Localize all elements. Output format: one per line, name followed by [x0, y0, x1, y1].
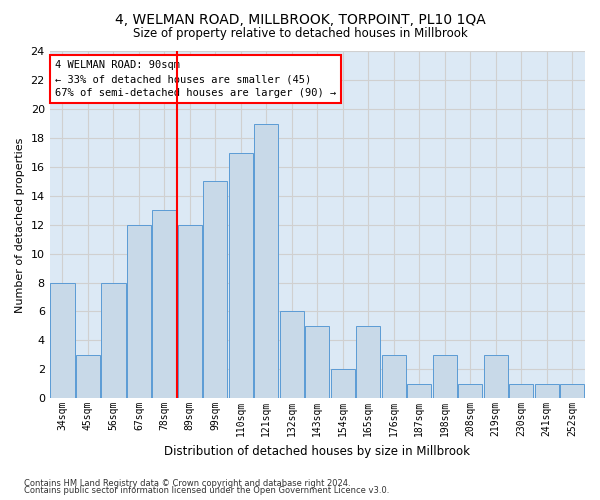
Bar	[152, 210, 176, 398]
Bar	[101, 282, 125, 398]
Y-axis label: Number of detached properties: Number of detached properties	[15, 137, 25, 312]
Bar	[407, 384, 431, 398]
Bar	[484, 355, 508, 398]
Text: 4, WELMAN ROAD, MILLBROOK, TORPOINT, PL10 1QA: 4, WELMAN ROAD, MILLBROOK, TORPOINT, PL1…	[115, 12, 485, 26]
Bar	[254, 124, 278, 398]
Text: Contains HM Land Registry data © Crown copyright and database right 2024.: Contains HM Land Registry data © Crown c…	[24, 478, 350, 488]
Bar	[509, 384, 533, 398]
Bar	[76, 355, 100, 398]
Bar	[127, 225, 151, 398]
Bar	[382, 355, 406, 398]
Bar	[178, 225, 202, 398]
Bar	[280, 312, 304, 398]
Bar	[203, 182, 227, 398]
Bar	[458, 384, 482, 398]
Bar	[305, 326, 329, 398]
Text: 4 WELMAN ROAD: 90sqm
← 33% of detached houses are smaller (45)
67% of semi-detac: 4 WELMAN ROAD: 90sqm ← 33% of detached h…	[55, 60, 336, 98]
Bar	[356, 326, 380, 398]
X-axis label: Distribution of detached houses by size in Millbrook: Distribution of detached houses by size …	[164, 444, 470, 458]
Bar	[535, 384, 559, 398]
Bar	[560, 384, 584, 398]
Text: Contains public sector information licensed under the Open Government Licence v3: Contains public sector information licen…	[24, 486, 389, 495]
Text: Size of property relative to detached houses in Millbrook: Size of property relative to detached ho…	[133, 28, 467, 40]
Bar	[229, 152, 253, 398]
Bar	[331, 370, 355, 398]
Bar	[433, 355, 457, 398]
Bar	[50, 282, 74, 398]
